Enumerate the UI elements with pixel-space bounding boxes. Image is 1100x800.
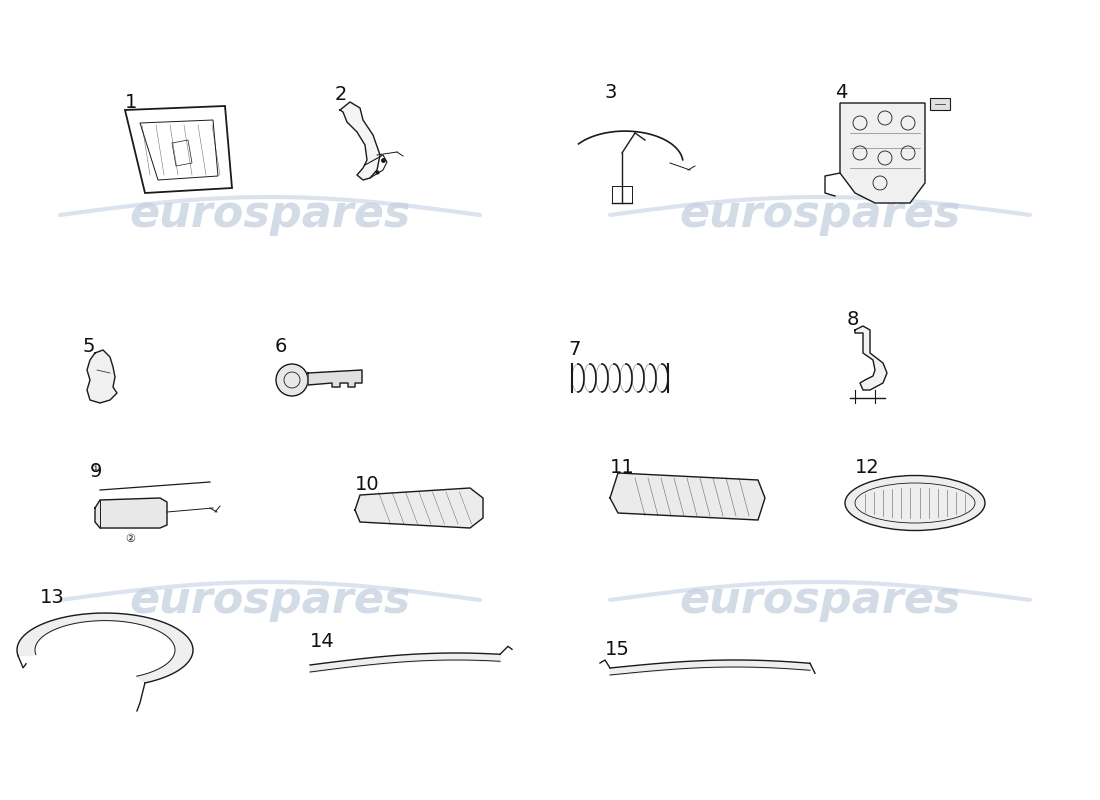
Polygon shape <box>340 102 379 180</box>
Polygon shape <box>95 498 167 528</box>
Text: 1: 1 <box>125 93 138 112</box>
Text: 13: 13 <box>40 588 65 607</box>
Text: 9: 9 <box>90 462 102 481</box>
Text: eurospares: eurospares <box>130 578 410 622</box>
Text: 4: 4 <box>835 83 847 102</box>
Text: 7: 7 <box>568 340 581 359</box>
Circle shape <box>276 364 308 396</box>
Text: eurospares: eurospares <box>680 194 960 237</box>
Polygon shape <box>930 98 950 110</box>
Text: ①: ① <box>90 464 100 474</box>
Polygon shape <box>16 613 192 683</box>
Text: eurospares: eurospares <box>130 194 410 237</box>
Text: eurospares: eurospares <box>680 578 960 622</box>
Text: 10: 10 <box>355 475 380 494</box>
Text: 8: 8 <box>847 310 859 329</box>
Polygon shape <box>610 473 764 520</box>
Text: ②: ② <box>125 534 135 544</box>
Polygon shape <box>87 350 117 403</box>
Polygon shape <box>355 488 483 528</box>
Ellipse shape <box>845 475 984 530</box>
Text: 6: 6 <box>275 337 287 356</box>
Text: 15: 15 <box>605 640 630 659</box>
Polygon shape <box>855 326 887 390</box>
Text: 11: 11 <box>610 458 635 477</box>
Text: 5: 5 <box>82 337 96 356</box>
Text: 14: 14 <box>310 632 334 651</box>
Text: 2: 2 <box>336 85 348 104</box>
Text: 12: 12 <box>855 458 880 477</box>
Polygon shape <box>840 103 925 203</box>
Polygon shape <box>308 370 362 387</box>
Text: 3: 3 <box>605 83 617 102</box>
